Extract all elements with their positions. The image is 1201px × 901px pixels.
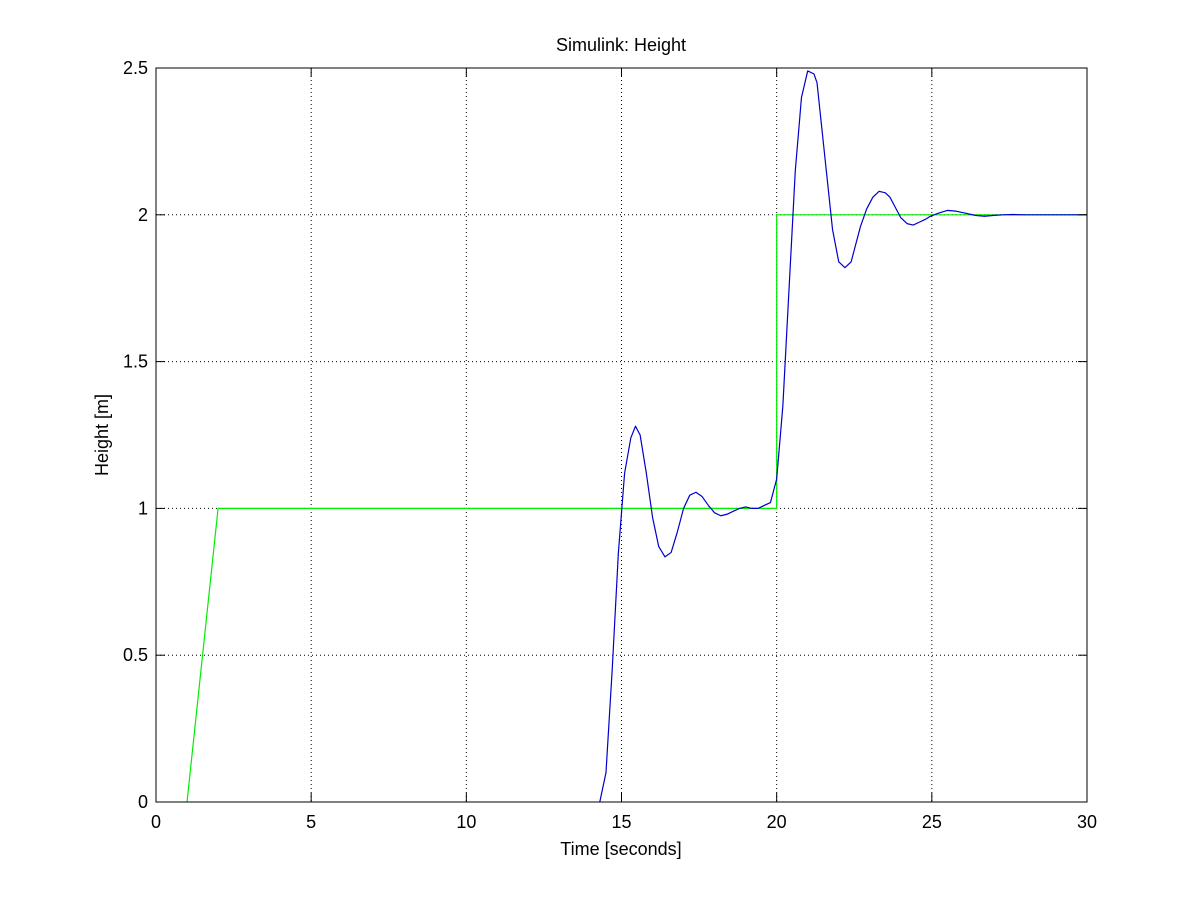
x-tick-label: 30 bbox=[1077, 812, 1097, 832]
x-tick-label: 10 bbox=[456, 812, 476, 832]
y-tick-label: 2.5 bbox=[123, 58, 148, 78]
x-tick-label: 15 bbox=[611, 812, 631, 832]
tick-labels: 0 5 10 15 20 25 30 0 0.5 1 1.5 2 2.5 bbox=[123, 58, 1097, 832]
x-tick-label: 20 bbox=[767, 812, 787, 832]
axis-ticks bbox=[155, 67, 1088, 803]
y-tick-label: 2 bbox=[138, 205, 148, 225]
y-tick-label: 0 bbox=[138, 792, 148, 812]
data-series bbox=[186, 70, 1087, 803]
x-tick-label: 5 bbox=[306, 812, 316, 832]
x-tick-label: 0 bbox=[151, 812, 161, 832]
y-tick-label: 1.5 bbox=[123, 352, 148, 372]
reference-line-series bbox=[186, 214, 1087, 803]
x-tick-label: 25 bbox=[922, 812, 942, 832]
chart-title: Simulink: Height bbox=[556, 35, 686, 55]
height-response-series bbox=[599, 70, 1087, 803]
y-tick-label: 0.5 bbox=[123, 645, 148, 665]
y-axis-label: Height [m] bbox=[92, 394, 112, 476]
y-tick-label: 1 bbox=[138, 498, 148, 518]
plot-area bbox=[156, 68, 1087, 802]
x-axis-label: Time [seconds] bbox=[560, 839, 681, 859]
